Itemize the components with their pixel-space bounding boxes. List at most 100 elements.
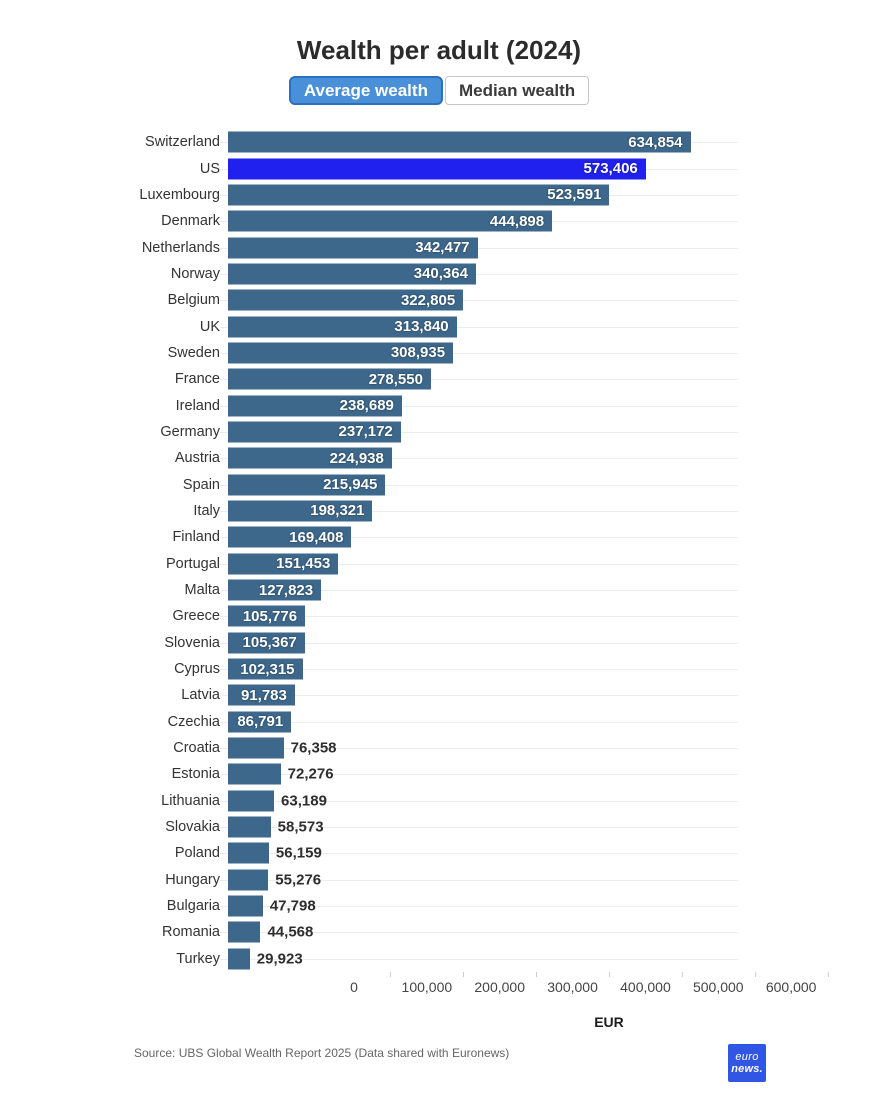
bar: 105,367 [228,632,305,654]
row-gridline [220,273,738,275]
axis-tick-label: 600,000 [765,979,817,995]
country-label: Croatia [173,740,220,757]
value-label: 102,315 [240,660,295,678]
value-label: 29,923 [256,950,303,968]
bar: 224,938 [228,447,392,469]
bar: 105,776 [228,605,306,627]
plot-area: 237,172 [220,419,738,445]
plot-area: 308,935 [220,340,738,366]
country-label: Lithuania [161,792,220,809]
country-label: Malta [184,582,220,599]
plot-area: 198,321 [220,498,738,524]
value-label: 58,573 [277,818,324,836]
value-label: 105,776 [242,607,298,625]
axis-tick-label: 500,000 [692,979,744,995]
plot-area: 342,477 [220,234,738,260]
tab-average-wealth[interactable]: Average wealth [288,76,443,105]
value-label: 342,477 [415,239,470,257]
euronews-logo: euro news. [728,1044,766,1082]
bar: 91,783 [228,684,295,706]
bar: 169,408 [228,526,352,548]
value-label: 278,550 [368,370,423,388]
chart-row: Greece 105,776 [134,603,738,629]
plot-area: 55,276 [220,867,738,893]
row-gridline [220,827,738,829]
tab-median-wealth[interactable]: Median wealth [444,76,590,105]
country-label: Belgium [167,292,220,309]
plot-area: 91,783 [220,682,738,708]
chart-row: Malta 127,823 [134,577,738,603]
value-label: 105,367 [242,634,297,652]
chart-row: Lithuania 63,189 [134,788,738,814]
country-label: France [174,371,220,388]
bar: 308,935 [228,342,454,364]
row-gridline [220,510,738,512]
source-text: Source: UBS Global Wealth Report 2025 (D… [134,1046,510,1060]
chart-row: Luxembourg 523,591 [134,182,738,208]
country-label: Luxembourg [139,186,220,203]
country-label: US [199,160,220,177]
bar-chart: Switzerland 634,854 US 573,406 Luxembourg 523… [134,129,829,1030]
value-label: 91,783 [240,686,287,704]
country-label: Norway [170,265,220,282]
value-label: 86,791 [237,713,284,731]
axis-tick-mark [827,972,829,977]
value-label: 55,276 [275,871,322,889]
plot-area: 322,805 [220,287,738,313]
row-gridline [220,590,738,592]
country-label: Germany [160,423,220,440]
plot-area: 29,923 [220,946,738,972]
bar: 313,840 [228,316,457,338]
bar: 151,453 [228,553,339,575]
row-gridline [220,352,738,354]
plot-area: 58,573 [220,814,738,840]
plot-area: 573,406 [220,155,738,181]
country-label: Italy [193,502,220,519]
value-label: 215,945 [323,476,378,494]
chart-row: Slovenia 105,367 [134,630,738,656]
bar [228,895,263,917]
row-gridline [220,458,738,460]
country-label: Estonia [171,766,220,783]
plot-area: 444,898 [220,208,738,234]
row-gridline [220,774,738,776]
chart-row: Norway 340,364 [134,261,738,287]
value-label: 198,321 [310,502,365,520]
axis-tick-mark [609,972,610,977]
row-gridline [220,800,738,802]
country-label: Sweden [167,344,220,361]
bar: 127,823 [228,579,322,601]
bar: 237,172 [228,421,401,443]
axis-tick-label: 0 [350,979,358,995]
value-label: 47,798 [269,897,316,915]
bar: 198,321 [228,500,373,522]
plot-area: 278,550 [220,366,738,392]
country-label: Slovakia [165,819,220,836]
value-label: 340,364 [413,265,468,283]
plot-area: 44,568 [220,919,738,945]
row-gridline [220,721,738,723]
country-label: Ireland [175,397,220,414]
row-gridline [220,853,738,855]
plot-area: 56,159 [220,840,738,866]
bar [228,948,250,970]
chart-row: Belgium 322,805 [134,287,738,313]
plot-area: 523,591 [220,182,738,208]
row-gridline [220,958,738,960]
bar: 444,898 [228,210,553,232]
axis-tick-label: 200,000 [474,979,526,995]
x-axis: 0 100,000 200,000 300,000 400,000 500,000 600,… [350,972,864,1000]
row-gridline [220,431,738,433]
axis-tick-label: 300,000 [547,979,598,995]
bar: 215,945 [228,474,386,496]
country-label: Spain [182,476,220,493]
country-label: UK [199,318,220,335]
bar [228,790,275,812]
country-label: Poland [174,845,220,862]
logo-text-euro: euro [735,1050,759,1063]
value-label: 224,938 [329,449,384,467]
chart-row: Ireland 238,689 [134,392,738,418]
plot-area: 151,453 [220,551,738,577]
row-gridline [220,563,738,565]
row-gridline [220,247,738,249]
